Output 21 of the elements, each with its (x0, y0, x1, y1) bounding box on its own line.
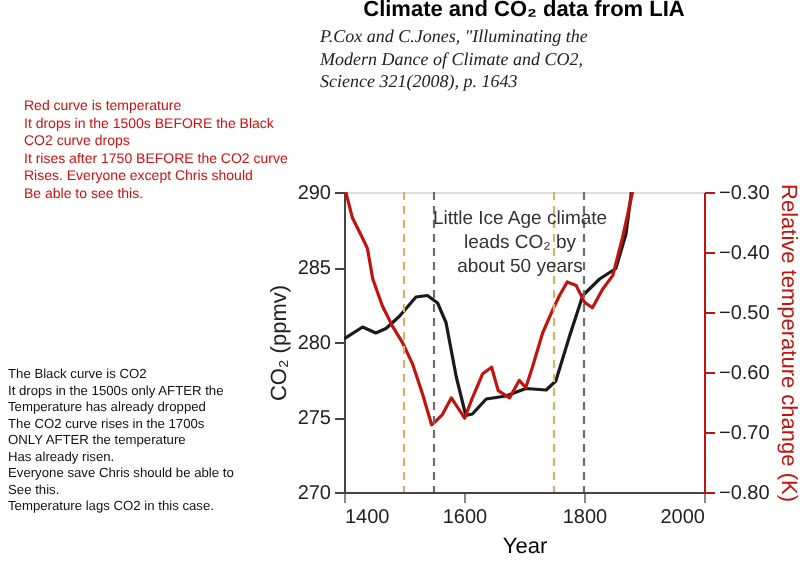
y2-axis-title: Relative temperature change (K) (775, 184, 800, 502)
y-tick-label: 275 (297, 408, 332, 430)
y-tick-label: 270 (297, 483, 332, 505)
text: P.Cox and C.Jones, "Illuminating the Modern Dance of Climate and CO2, Science 321(2008), p. 1643 (318, 26, 588, 91)
x-axis-title: Year (502, 535, 548, 559)
y2-tick-label: −0.50 (719, 303, 771, 325)
y2-tick-label: −0.80 (719, 483, 771, 505)
y2-tick-label: −0.70 (719, 423, 771, 445)
x-tick-label: 1800 (562, 507, 609, 529)
annotation: Little Ice Age climate leads CO₂ by about 50 years (432, 208, 608, 278)
x-tick-label: 1400 (345, 507, 391, 529)
chart-title: Climate and CO₂ data from LIA (363, 0, 685, 22)
x-tick-label: 2000 (660, 507, 706, 529)
y-axis-title: CO₂ (ppmv) (267, 284, 292, 402)
y-tick-label: 290 (297, 183, 332, 205)
y2-tick-label: −0.40 (719, 243, 771, 265)
y-tick-label: 285 (297, 258, 332, 280)
y-tick-label: 280 (297, 333, 332, 355)
y2-tick-label: −0.60 (719, 363, 771, 385)
y2-tick-label: −0.30 (719, 183, 771, 205)
x-tick-label: 1600 (442, 507, 489, 529)
